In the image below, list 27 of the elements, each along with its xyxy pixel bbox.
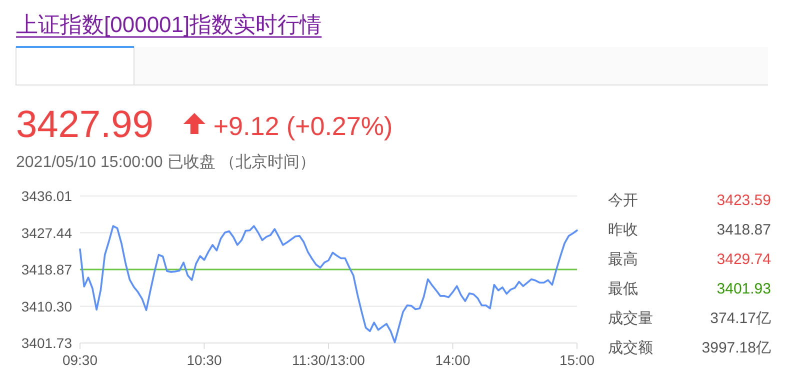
y-tick-label: 3427.44 [21,224,72,241]
text: 成交额 [608,340,653,356]
y-tick-label: 3410.30 [21,298,72,314]
text: 昨收 [608,222,638,238]
text: 最高 [608,251,638,268]
x-tick-label: 09:30 [62,352,98,368]
x-tick-label: 10:30 [186,352,222,368]
line-series [79,225,578,344]
text: 3401.93 [716,280,771,298]
text: 3427.99 [16,104,154,146]
text: 成交量 [608,310,653,327]
text: 3418.87 [716,222,771,238]
y-tick-label: 3418.87 [21,262,72,278]
text: 374.17亿 [710,310,771,327]
text: 3997.18亿 [702,340,771,356]
text: 3423.59 [716,192,771,209]
text: +9.12 (+0.27%) [213,111,393,141]
y-tick-label: 3401.73 [21,335,72,351]
x-tick-label: 11:30/13:00 [292,352,366,368]
y-tick-label: 3436.01 [21,188,72,204]
x-tick-label: 14:00 [435,352,470,368]
text: 最低 [608,280,638,298]
chart-title: 上证指数[000001]指数实时行情 [16,12,322,37]
x-tick-label: 15:00 [559,352,595,368]
chart-subtitle: 2021/05/10 15:00:00 已收盘 （北京时间） [16,153,316,171]
text: 今开 [608,192,638,209]
text: 3429.74 [716,251,771,268]
